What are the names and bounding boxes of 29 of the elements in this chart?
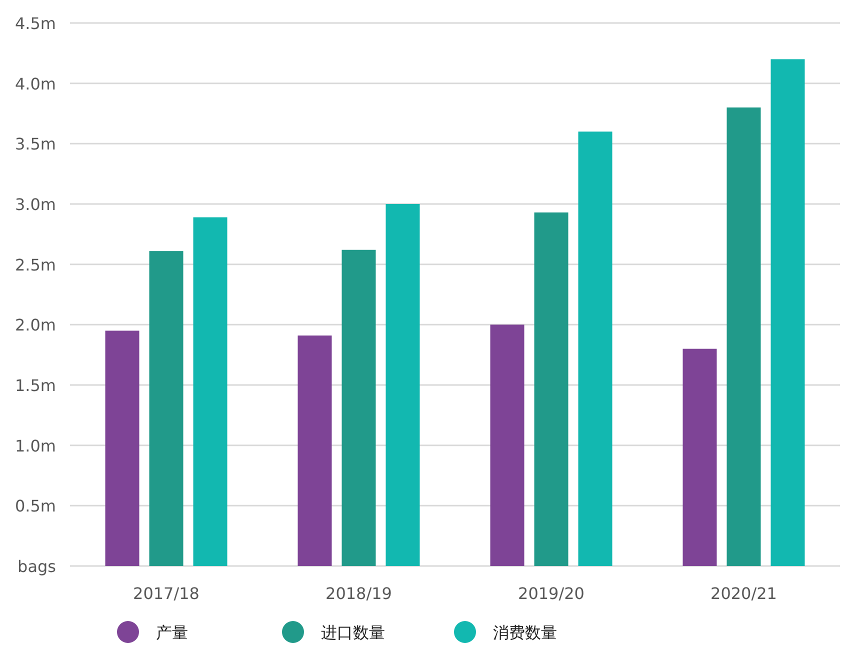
bar <box>149 251 184 566</box>
y-tick-label: 3.0m <box>14 195 56 214</box>
y-tick-label: 2.0m <box>14 316 56 335</box>
bar <box>193 217 228 566</box>
x-tick-label: 2018/19 <box>326 584 392 603</box>
bar <box>726 107 761 566</box>
x-tick-label: 2017/18 <box>133 584 200 603</box>
y-tick-label: 0.5m <box>14 496 56 516</box>
y-tick-label: bags <box>18 557 56 576</box>
bar <box>386 204 420 566</box>
bar <box>342 250 376 566</box>
y-tick-label: 3.5m <box>14 134 56 154</box>
y-tick-label: 4.0m <box>14 74 56 94</box>
legend-label: 产量 <box>156 623 188 642</box>
y-tick-label: 1.0m <box>14 436 56 456</box>
bar <box>490 324 524 566</box>
y-tick-label: 4.5m <box>14 14 56 33</box>
bar <box>105 330 140 566</box>
legend-label: 进口数量 <box>321 623 385 642</box>
x-tick-label: 2019/20 <box>518 584 584 603</box>
bar <box>534 212 568 566</box>
legend-label: 消费数量 <box>493 623 557 642</box>
y-tick-label: 1.5m <box>14 376 56 395</box>
bar <box>770 59 805 566</box>
bar <box>578 132 612 566</box>
bar <box>298 336 332 566</box>
bar <box>682 348 717 566</box>
x-tick-label: 2020/21 <box>710 584 777 603</box>
y-tick-label: 2.5m <box>14 255 56 274</box>
